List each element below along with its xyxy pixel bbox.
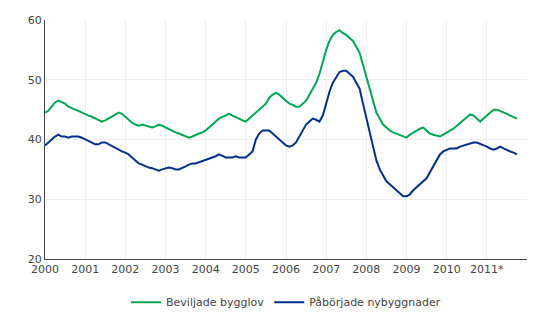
svg-text:Beviljade bygglov: Beviljade bygglov bbox=[166, 296, 264, 309]
svg-text:40: 40 bbox=[28, 133, 42, 146]
svg-text:2000: 2000 bbox=[31, 263, 59, 276]
svg-text:30: 30 bbox=[28, 193, 42, 206]
svg-text:2002: 2002 bbox=[111, 263, 139, 276]
svg-text:2008: 2008 bbox=[352, 263, 380, 276]
svg-text:2011*: 2011* bbox=[470, 263, 504, 276]
svg-text:2004: 2004 bbox=[192, 263, 220, 276]
svg-text:20: 20 bbox=[28, 253, 42, 266]
svg-text:50: 50 bbox=[28, 74, 42, 87]
svg-text:Påbörjade nybyggnader: Påbörjade nybyggnader bbox=[309, 296, 441, 309]
svg-text:2003: 2003 bbox=[152, 263, 180, 276]
svg-text:2006: 2006 bbox=[272, 263, 300, 276]
svg-text:2010: 2010 bbox=[433, 263, 461, 276]
svg-text:2001: 2001 bbox=[71, 263, 99, 276]
svg-text:2009: 2009 bbox=[393, 263, 421, 276]
svg-text:60: 60 bbox=[28, 14, 42, 27]
svg-text:2005: 2005 bbox=[232, 263, 260, 276]
svg-text:2007: 2007 bbox=[312, 263, 340, 276]
